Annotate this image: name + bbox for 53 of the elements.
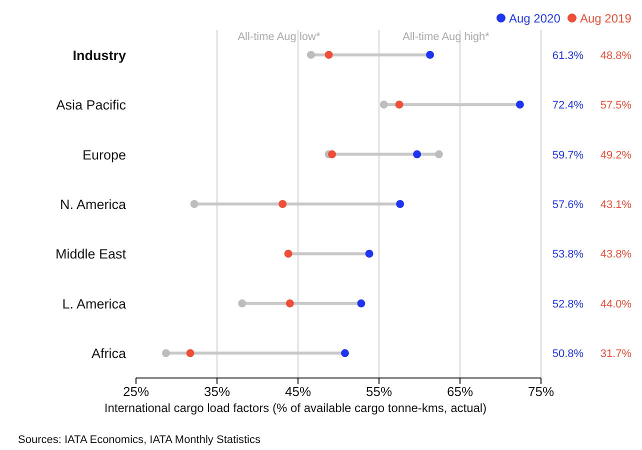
point	[238, 299, 246, 308]
data-label: 49.2%	[600, 149, 632, 162]
data-label: 52.8%	[552, 298, 584, 310]
point	[516, 100, 524, 109]
point	[190, 200, 198, 208]
data-label: 43.1%	[600, 199, 632, 211]
point	[434, 150, 443, 158]
data-label: 72.4%	[552, 100, 584, 112]
data-label: 44.0%	[600, 298, 632, 310]
y-tick-label: Africa	[91, 346, 126, 362]
data-label: 61.3%	[552, 50, 584, 62]
data-label: 57.5%	[600, 100, 632, 112]
x-tick-label: 35%	[204, 384, 230, 400]
data-label: 31.7%	[600, 348, 632, 360]
y-tick-label: Asia Pacific	[56, 98, 126, 113]
data-label: 48.8%	[600, 50, 632, 62]
y-tick-label: Industry	[72, 48, 126, 63]
x-tick-label: 45%	[284, 384, 312, 400]
data-label: 50.8%	[552, 348, 584, 360]
point	[324, 50, 333, 59]
point	[186, 349, 194, 358]
annotation: All-time Aug low*	[238, 31, 321, 43]
y-tick-label: L. America	[62, 296, 126, 312]
point	[284, 250, 292, 258]
point	[278, 200, 287, 208]
data-label: 57.6%	[552, 199, 584, 211]
point	[413, 150, 422, 158]
point	[426, 50, 434, 59]
point	[357, 299, 366, 308]
data-label: 59.7%	[552, 149, 584, 162]
x-tick-label: 75%	[528, 384, 554, 400]
point	[396, 200, 404, 208]
point	[340, 349, 349, 358]
point	[306, 50, 315, 59]
data-label: 43.8%	[600, 248, 632, 261]
point	[328, 150, 336, 158]
legend-label: Aug 2019	[580, 12, 632, 26]
source-note: Sources: IATA Economics, IATA Monthly Statistics	[18, 434, 261, 446]
x-tick-label: 65%	[446, 384, 474, 400]
point	[162, 349, 170, 358]
legend-label: Aug 2020	[509, 12, 561, 26]
x-tick-label: 25%	[122, 384, 150, 400]
x-tick-label: 55%	[366, 384, 392, 400]
x-axis-title: International cargo load factors (% of available cargo tonne-kms, actual)	[104, 401, 487, 415]
y-tick-label: Middle East	[55, 246, 126, 262]
point	[286, 299, 294, 308]
point	[365, 250, 374, 258]
point	[395, 100, 404, 109]
data-label: 53.8%	[552, 248, 584, 261]
y-tick-label: Europe	[82, 147, 126, 162]
y-tick-label: N. America	[60, 197, 126, 212]
annotation: All-time Aug high*	[402, 31, 490, 43]
point	[380, 100, 388, 109]
